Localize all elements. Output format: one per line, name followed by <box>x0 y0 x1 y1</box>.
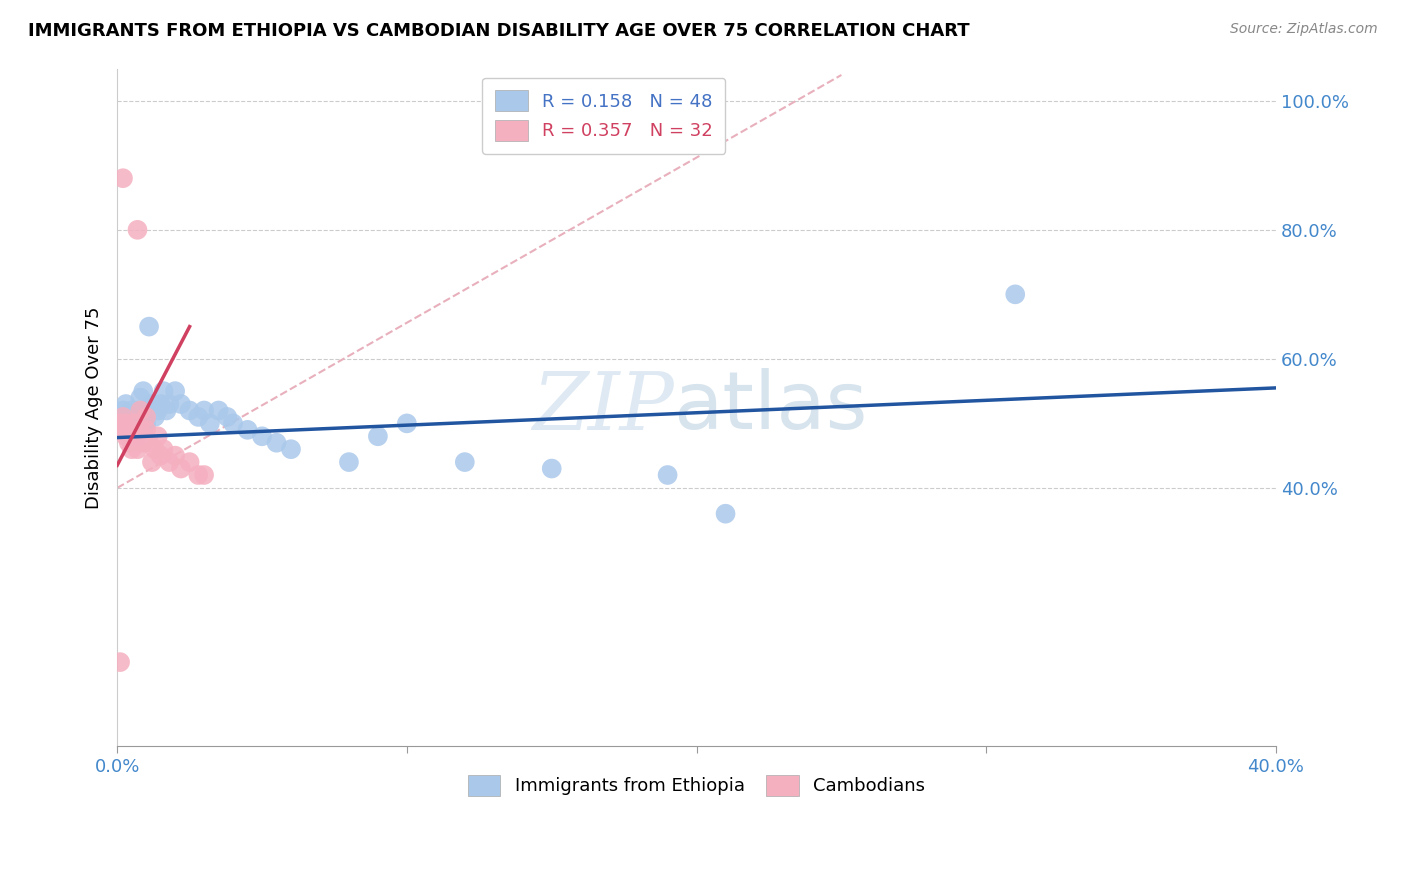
Point <box>111 409 134 424</box>
Point <box>121 423 143 437</box>
Point <box>179 455 201 469</box>
Point <box>141 455 163 469</box>
Point <box>111 171 134 186</box>
Point <box>115 429 138 443</box>
Point <box>146 429 169 443</box>
Point <box>124 417 146 431</box>
Point <box>129 417 152 431</box>
Point <box>152 442 174 457</box>
Point <box>157 455 180 469</box>
Point <box>108 409 131 424</box>
Point <box>170 461 193 475</box>
Point <box>143 442 166 457</box>
Point <box>165 449 187 463</box>
Point <box>132 384 155 398</box>
Text: IMMIGRANTS FROM ETHIOPIA VS CAMBODIAN DISABILITY AGE OVER 75 CORRELATION CHART: IMMIGRANTS FROM ETHIOPIA VS CAMBODIAN DI… <box>28 22 970 40</box>
Point <box>132 423 155 437</box>
Point <box>155 403 177 417</box>
Point <box>217 409 239 424</box>
Point <box>146 403 169 417</box>
Point <box>115 417 138 431</box>
Point <box>121 403 143 417</box>
Point <box>207 403 229 417</box>
Point <box>266 435 288 450</box>
Point <box>236 423 259 437</box>
Point <box>127 403 149 417</box>
Point <box>118 409 141 424</box>
Point <box>129 423 152 437</box>
Point <box>127 223 149 237</box>
Point <box>179 403 201 417</box>
Point <box>135 423 157 437</box>
Point <box>121 429 143 443</box>
Point <box>135 417 157 431</box>
Point <box>135 409 157 424</box>
Point <box>111 417 134 431</box>
Point <box>124 429 146 443</box>
Point <box>149 449 172 463</box>
Point <box>124 409 146 424</box>
Point <box>149 397 172 411</box>
Point <box>108 423 131 437</box>
Point <box>127 429 149 443</box>
Point <box>165 384 187 398</box>
Text: Source: ZipAtlas.com: Source: ZipAtlas.com <box>1230 22 1378 37</box>
Text: ZIP: ZIP <box>531 368 673 446</box>
Point <box>108 417 131 431</box>
Point <box>337 455 360 469</box>
Point <box>111 403 134 417</box>
Point <box>135 403 157 417</box>
Point <box>657 468 679 483</box>
Point <box>540 461 562 475</box>
Point <box>118 423 141 437</box>
Point <box>141 397 163 411</box>
Legend: Immigrants from Ethiopia, Cambodians: Immigrants from Ethiopia, Cambodians <box>458 766 935 805</box>
Point <box>170 397 193 411</box>
Point <box>132 435 155 450</box>
Point <box>193 403 215 417</box>
Point <box>280 442 302 457</box>
Text: atlas: atlas <box>673 368 868 446</box>
Point <box>714 507 737 521</box>
Point <box>454 455 477 469</box>
Point <box>129 403 152 417</box>
Point <box>115 397 138 411</box>
Point <box>115 423 138 437</box>
Point <box>157 397 180 411</box>
Point <box>138 319 160 334</box>
Point <box>118 417 141 431</box>
Point <box>395 417 418 431</box>
Point <box>187 468 209 483</box>
Point <box>250 429 273 443</box>
Point <box>222 417 245 431</box>
Point <box>367 429 389 443</box>
Point <box>187 409 209 424</box>
Point <box>121 442 143 457</box>
Point <box>1004 287 1026 301</box>
Point <box>129 391 152 405</box>
Point <box>127 442 149 457</box>
Point <box>198 417 221 431</box>
Point <box>124 417 146 431</box>
Point <box>118 435 141 450</box>
Point <box>138 435 160 450</box>
Point <box>108 655 131 669</box>
Y-axis label: Disability Age Over 75: Disability Age Over 75 <box>86 306 103 508</box>
Point <box>193 468 215 483</box>
Point <box>152 384 174 398</box>
Point <box>143 409 166 424</box>
